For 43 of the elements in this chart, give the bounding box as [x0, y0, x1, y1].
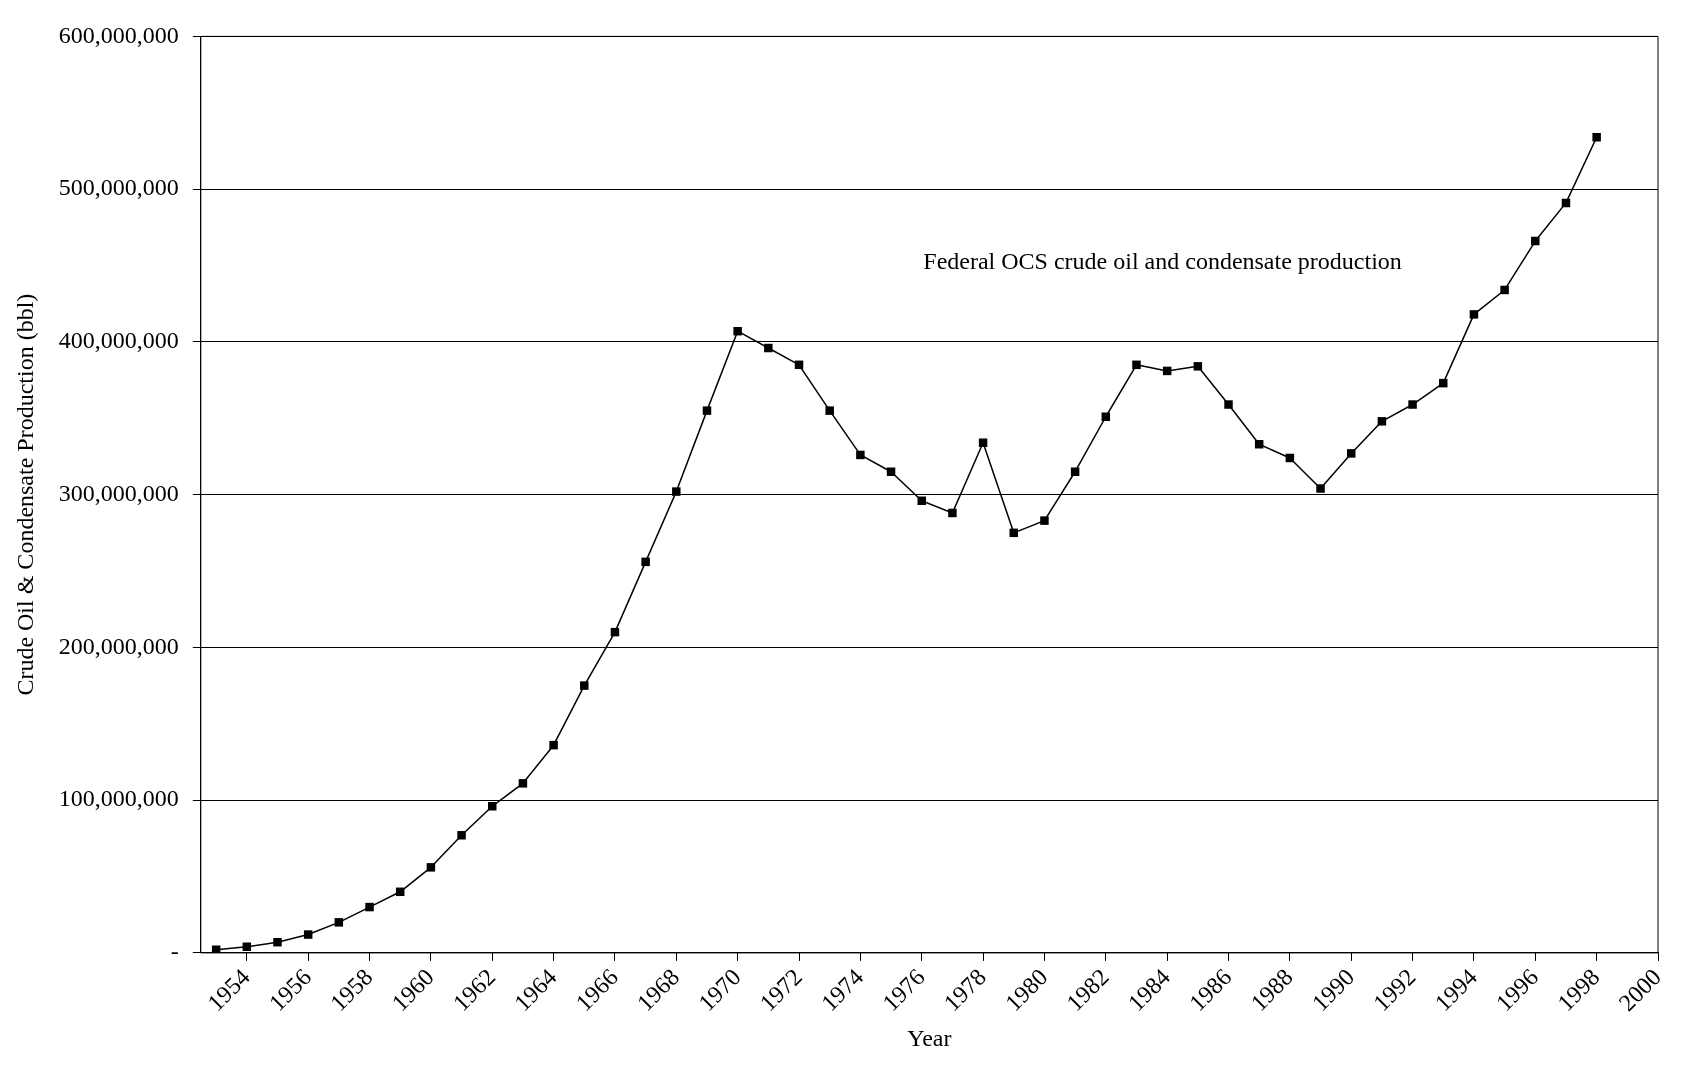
point [518, 779, 528, 788]
point [1316, 484, 1325, 493]
y-tick-label: 600,000,000 [58, 21, 179, 48]
point [1040, 516, 1049, 525]
point [1500, 285, 1509, 295]
point [457, 831, 466, 840]
point [825, 406, 834, 415]
y-tick-label: 100,000,000 [58, 785, 179, 812]
point [764, 343, 773, 353]
point [1531, 236, 1540, 246]
point [303, 930, 313, 939]
point [733, 326, 742, 336]
point [273, 937, 282, 947]
point [1224, 400, 1233, 409]
y-tick-label: 200,000,000 [58, 632, 179, 659]
point [1132, 360, 1141, 370]
point [856, 450, 865, 460]
point [1070, 467, 1080, 476]
y-tick-label: 500,000,000 [58, 174, 179, 201]
point [702, 406, 712, 415]
point [1193, 362, 1203, 371]
point [334, 918, 344, 927]
point [948, 508, 957, 518]
point [426, 863, 436, 872]
y-tick-label: 300,000,000 [58, 479, 179, 506]
point [1408, 400, 1417, 409]
point [917, 496, 926, 505]
point [580, 681, 589, 690]
point [549, 740, 558, 750]
point [978, 438, 988, 447]
point [1592, 132, 1601, 142]
annotation: Federal OCS crude oil and condensate production [923, 248, 1402, 275]
y-axis-title: Crude Oil & Condensate Production (bbl) [11, 293, 38, 696]
point [1377, 417, 1387, 426]
x-axis-title: Year [907, 1024, 952, 1051]
y-tick-label: - [170, 938, 179, 965]
y-tick-label: 400,000,000 [58, 327, 179, 354]
point [1469, 310, 1479, 319]
point [365, 902, 374, 912]
point [641, 557, 650, 567]
point [886, 467, 896, 476]
point [672, 487, 681, 496]
point [1346, 449, 1356, 458]
